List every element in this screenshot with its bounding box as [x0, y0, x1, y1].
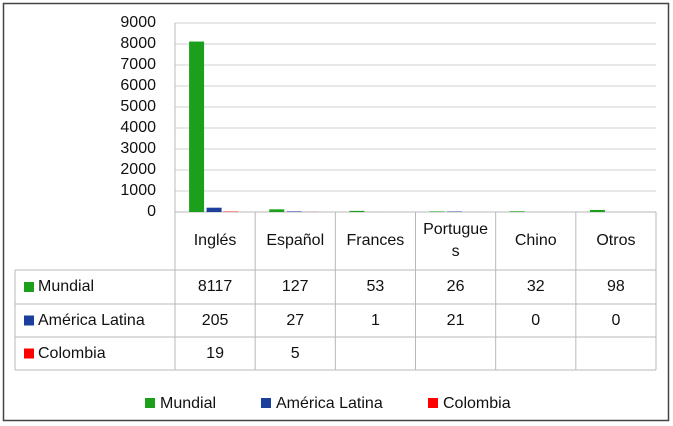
table-value: 205: [201, 311, 229, 329]
table-value: 21: [446, 311, 465, 329]
y-tick-label: 3000: [120, 140, 156, 157]
y-tick-label: 1000: [120, 182, 156, 199]
y-tick-label: 2000: [120, 161, 156, 178]
table-value: 8117: [197, 278, 233, 295]
legend-key: [428, 398, 438, 408]
bar: [269, 209, 285, 212]
bar: [349, 210, 365, 212]
table-value: [576, 337, 656, 370]
table-value: [335, 337, 415, 370]
legend-key: [261, 398, 271, 408]
category-header: Portugues: [423, 221, 489, 260]
table-legend-key: [24, 315, 34, 326]
table-value: 53: [366, 278, 385, 295]
category-header: Español: [266, 232, 325, 249]
table-legend-key: [24, 282, 34, 292]
series-label: América Latina: [38, 311, 145, 329]
y-tick-label: 7000: [120, 56, 156, 73]
table-value: 26: [446, 278, 465, 295]
bar: [429, 211, 445, 212]
bar: [589, 209, 605, 212]
y-tick-label: 9000: [120, 14, 156, 31]
y-tick-label: 0: [147, 203, 156, 220]
category-header: Frances: [346, 232, 405, 249]
y-tick-label: 6000: [120, 77, 156, 94]
bar: [206, 207, 222, 212]
table-value: 19: [206, 344, 224, 362]
legend-label: América Latina: [276, 395, 383, 412]
table-value: 27: [286, 311, 305, 329]
category-header: Otros: [596, 232, 636, 249]
bar: [189, 41, 205, 212]
table-value: 5: [290, 344, 300, 362]
table-value: 1: [370, 311, 380, 329]
series-label: Mundial: [38, 278, 95, 295]
y-tick-label: 8000: [120, 35, 156, 52]
table-value: 98: [607, 278, 625, 295]
category-header: Chino: [514, 232, 557, 249]
table-value: 0: [531, 311, 541, 329]
table-value: [416, 337, 496, 370]
y-tick-label: 4000: [120, 119, 156, 136]
bar: [509, 211, 525, 212]
table-value: 32: [526, 278, 545, 295]
y-tick-label: 5000: [120, 98, 156, 115]
legend-label: Colombia: [443, 395, 511, 412]
table-legend-key: [24, 348, 34, 359]
bar: [286, 211, 302, 212]
table-value: 127: [281, 278, 309, 295]
table-value: [496, 337, 576, 370]
legend-label: Mundial: [160, 395, 216, 412]
category-header: Inglés: [193, 232, 237, 249]
legend-key: [145, 398, 155, 408]
table-value: 0: [611, 311, 621, 329]
series-label: Colombia: [38, 344, 106, 362]
